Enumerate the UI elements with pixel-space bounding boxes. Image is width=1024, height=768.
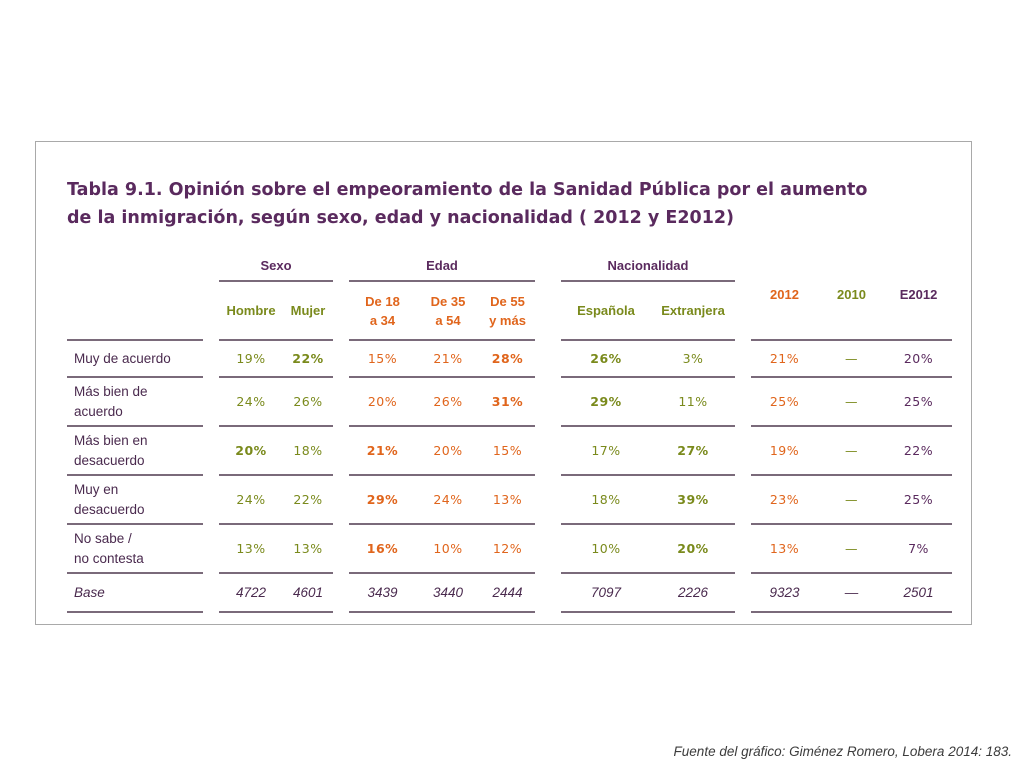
cell-edad-35-54: 26%: [416, 377, 480, 427]
cell-extranjera: 27%: [651, 426, 735, 476]
row-label-base: Base: [67, 573, 203, 613]
base-cell-extranjera: 2226: [651, 573, 735, 613]
cell-edad-35-54: 20%: [416, 426, 480, 476]
cell-2010: —: [818, 524, 885, 574]
cell-hombre: 24%: [219, 475, 283, 525]
group-header-row: Sexo Edad Nacionalidad 2012 2010 E2012: [67, 250, 952, 341]
cell-extranjera: 3%: [651, 340, 735, 378]
cell-edad-35-54: 24%: [416, 475, 480, 525]
group-header-nacionalidad: Nacionalidad: [561, 250, 735, 282]
base-cell-2012: 9323: [751, 573, 818, 613]
base-cell-mujer: 4601: [283, 573, 333, 613]
cell-e2012: 7%: [885, 524, 952, 574]
cell-edad-55-mas: 12%: [480, 524, 535, 574]
cell-espanola: 10%: [561, 524, 651, 574]
cell-2012: 25%: [751, 377, 818, 427]
base-cell-2010: —: [818, 573, 885, 613]
cell-extranjera: 39%: [651, 475, 735, 525]
cell-extranjera: 11%: [651, 377, 735, 427]
cell-edad-18-34: 29%: [349, 475, 416, 525]
cell-hombre: 24%: [219, 377, 283, 427]
cell-2010: —: [818, 340, 885, 378]
cell-2010: —: [818, 426, 885, 476]
base-cell-hombre: 4722: [219, 573, 283, 613]
table-figure-frame: Tabla 9.1. Opinión sobre el empeoramient…: [35, 141, 972, 625]
cell-edad-35-54: 21%: [416, 340, 480, 378]
cell-hombre: 19%: [219, 340, 283, 378]
column-header-2012: 2012: [751, 250, 818, 341]
cell-e2012: 25%: [885, 475, 952, 525]
table-row: Más bien de acuerdo 24% 26% 20% 26% 31% 29% 11% 2…: [67, 377, 952, 427]
cell-extranjera: 20%: [651, 524, 735, 574]
cell-2010: —: [818, 475, 885, 525]
row-label: Muy de acuerdo: [67, 340, 203, 378]
cell-mujer: 26%: [283, 377, 333, 427]
cell-2012: 13%: [751, 524, 818, 574]
group-header-edad: Edad: [349, 250, 535, 282]
column-header-edad-18-34: De 18 a 34: [349, 281, 416, 341]
column-header-extranjera: Extranjera: [651, 281, 735, 341]
cell-mujer: 22%: [283, 475, 333, 525]
cell-2012: 23%: [751, 475, 818, 525]
base-cell-e2012: 2501: [885, 573, 952, 613]
column-header-edad-55-mas: De 55 y más: [480, 281, 535, 341]
cell-espanola: 26%: [561, 340, 651, 378]
opinion-table: Sexo Edad Nacionalidad 2012 2010 E2012 H…: [67, 250, 952, 613]
cell-e2012: 22%: [885, 426, 952, 476]
table-title: Tabla 9.1. Opinión sobre el empeoramient…: [67, 176, 927, 232]
table-row: Muy en desacuerdo 24% 22% 29% 24% 13% 18% 39% 23%…: [67, 475, 952, 525]
cell-espanola: 29%: [561, 377, 651, 427]
column-header-edad-35-54: De 35 a 54: [416, 281, 480, 341]
cell-edad-18-34: 15%: [349, 340, 416, 378]
cell-e2012: 20%: [885, 340, 952, 378]
cell-edad-55-mas: 31%: [480, 377, 535, 427]
cell-mujer: 22%: [283, 340, 333, 378]
table-row-base: Base 4722 4601 3439 3440 2444 7097 2226 9323—250…: [67, 573, 952, 613]
column-header-e2012: E2012: [885, 250, 952, 341]
cell-2012: 19%: [751, 426, 818, 476]
source-caption: Fuente del gráfico: Giménez Romero, Lobe…: [673, 744, 1012, 759]
base-cell-edad-35-54: 3440: [416, 573, 480, 613]
column-header-2010: 2010: [818, 250, 885, 341]
cell-e2012: 25%: [885, 377, 952, 427]
cell-2012: 21%: [751, 340, 818, 378]
cell-mujer: 18%: [283, 426, 333, 476]
cell-espanola: 17%: [561, 426, 651, 476]
row-label: Más bien en desacuerdo: [67, 426, 203, 476]
row-label: Más bien de acuerdo: [67, 377, 203, 427]
row-label: No sabe / no contesta: [67, 524, 203, 574]
column-header-mujer: Mujer: [283, 281, 333, 341]
base-cell-edad-55-mas: 2444: [480, 573, 535, 613]
column-header-hombre: Hombre: [219, 281, 283, 341]
column-header-espanola: Española: [561, 281, 651, 341]
cell-mujer: 13%: [283, 524, 333, 574]
row-label: Muy en desacuerdo: [67, 475, 203, 525]
base-cell-espanola: 7097: [561, 573, 651, 613]
table-row: Muy de acuerdo 19% 22% 15% 21% 28% 26% 3% 21% —20…: [67, 340, 952, 378]
cell-edad-18-34: 16%: [349, 524, 416, 574]
cell-edad-55-mas: 15%: [480, 426, 535, 476]
table-title-line-1: Tabla 9.1. Opinión sobre el empeoramient…: [67, 180, 868, 200]
cell-edad-18-34: 20%: [349, 377, 416, 427]
table-row: Más bien en desacuerdo 20% 18% 21% 20% 15% 17% 2…: [67, 426, 952, 476]
cell-espanola: 18%: [561, 475, 651, 525]
cell-edad-55-mas: 28%: [480, 340, 535, 378]
cell-2010: —: [818, 377, 885, 427]
table-row: No sabe / no contesta 13% 13% 16% 10% 12% 10% 20…: [67, 524, 952, 574]
cell-hombre: 20%: [219, 426, 283, 476]
base-cell-edad-18-34: 3439: [349, 573, 416, 613]
column-header-row: Hombre Mujer De 18 a 34 De 35 a 54 De 55 y …: [67, 281, 952, 341]
group-header-sexo: Sexo: [219, 250, 333, 282]
table-title-line-2: de la inmigración, según sexo, edad y na…: [67, 208, 735, 228]
cell-edad-18-34: 21%: [349, 426, 416, 476]
cell-edad-35-54: 10%: [416, 524, 480, 574]
table-body: Muy de acuerdo 19% 22% 15% 21% 28% 26% 3% 21% —20…: [67, 340, 952, 613]
cell-edad-55-mas: 13%: [480, 475, 535, 525]
cell-hombre: 13%: [219, 524, 283, 574]
